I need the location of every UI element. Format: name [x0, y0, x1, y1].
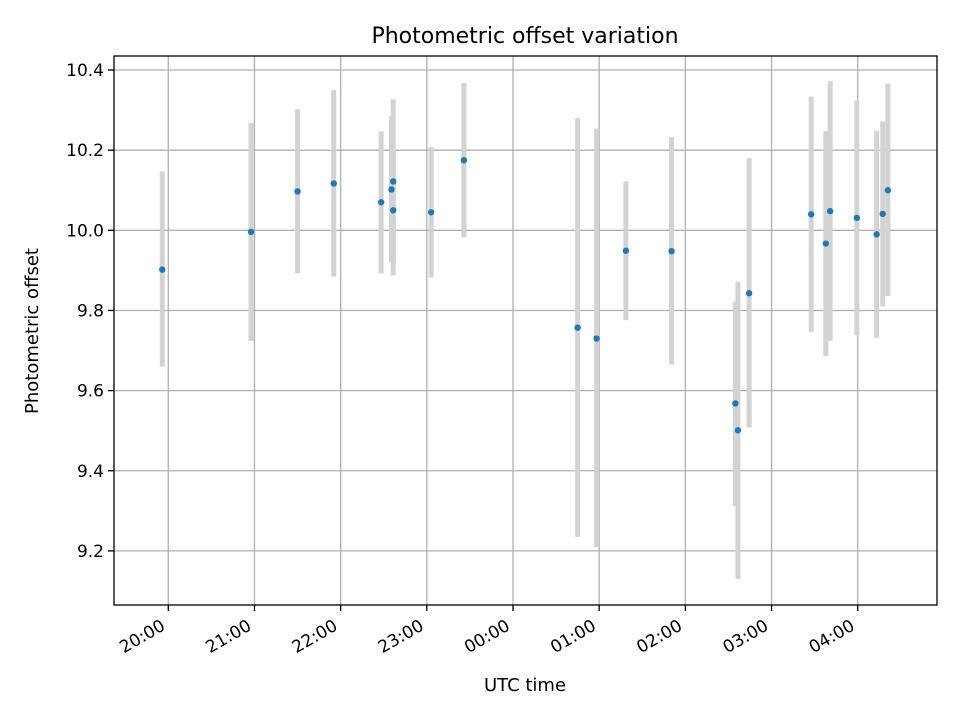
data-point — [879, 210, 886, 218]
data-point — [390, 178, 397, 185]
data-point — [390, 207, 397, 214]
data-point — [622, 247, 630, 254]
data-point — [873, 231, 880, 238]
y-tick-label: 10.2 — [66, 141, 104, 161]
data-point — [294, 188, 301, 195]
data-point — [247, 228, 255, 236]
data-point — [884, 187, 892, 194]
x-axis-label: UTC time — [484, 675, 566, 696]
y-tick-label: 10.0 — [66, 221, 104, 241]
y-tick-label: 9.6 — [77, 382, 104, 402]
chart-title: Photometric offset variation — [371, 24, 678, 49]
grid — [114, 56, 937, 605]
data-point — [732, 400, 739, 407]
y-tick-label: 9.2 — [77, 542, 104, 562]
data-point — [826, 207, 834, 215]
data-point — [853, 214, 861, 222]
y-axis-ticks: 9.2 9.4 9.6 9.8 10.0 10.2 10.4 — [66, 61, 114, 562]
data-points — [159, 156, 892, 434]
data-point — [822, 240, 830, 247]
y-tick-label: 9.8 — [77, 301, 104, 321]
data-point — [593, 335, 600, 342]
data-point — [388, 186, 395, 193]
y-axis-label: Photometric offset — [22, 248, 43, 414]
data-point — [745, 290, 753, 297]
data-point — [427, 209, 435, 216]
data-point — [574, 324, 581, 331]
data-point — [377, 199, 385, 206]
plot-frame — [113, 55, 938, 606]
y-tick-label: 9.4 — [77, 462, 104, 482]
data-point — [668, 247, 675, 255]
data-point — [460, 156, 468, 164]
data-point — [734, 427, 742, 434]
data-point — [330, 180, 337, 187]
data-point — [807, 211, 815, 218]
data-point — [159, 266, 166, 273]
y-tick-label: 10.4 — [66, 61, 104, 81]
